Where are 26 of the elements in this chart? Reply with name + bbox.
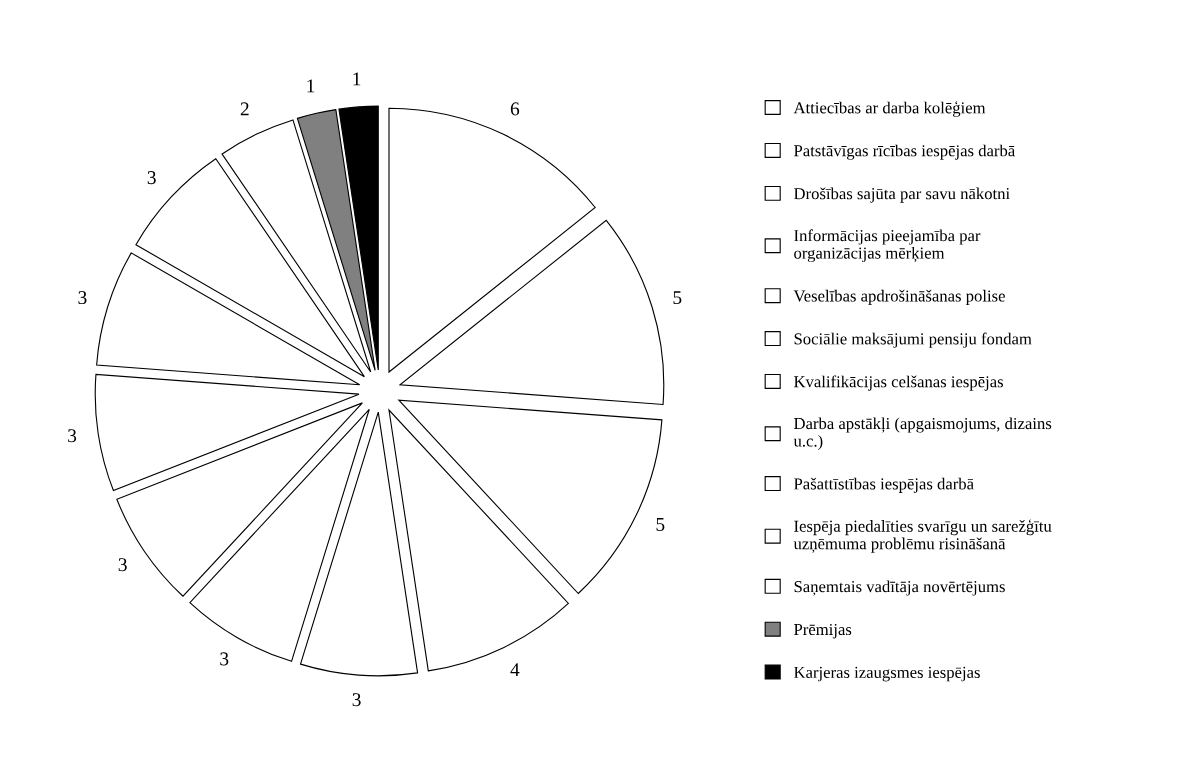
data-label: 3	[68, 429, 77, 443]
data-label: 3	[147, 171, 156, 185]
legend-label: Darba apstākļi (apgaismojums, dizains u.c.)	[793, 417, 1052, 450]
data-label: 3	[118, 558, 127, 572]
legend-label: Attiecības ar darba kolēģiem	[793, 101, 986, 117]
data-label: 1	[307, 79, 315, 93]
legend-label: Prēmijas	[794, 623, 852, 639]
legend-label: Informācijas pieejamība par organizācijas mērķiem	[794, 229, 981, 263]
data-label: 5	[673, 291, 682, 305]
legend-label: Iespēja piedalīties svarīgu un sarežģītu uzņēmuma problēmu risināšanā	[793, 519, 1052, 553]
legend-label: Pašattīstības iespējas darbā	[794, 477, 974, 493]
legend-label: Kvalifikācijas celšanas iespējas	[794, 375, 1004, 391]
legend-label: Patstāvīgas rīcības iespējas darbā	[794, 144, 1015, 160]
data-label: 5	[656, 517, 665, 531]
data-label: 2	[240, 102, 249, 116]
data-label: 3	[352, 693, 361, 707]
data-label: 1	[353, 72, 361, 86]
legend-label: Saņemtais vadītāja novērtējums	[794, 580, 1005, 596]
legend-label: Veselības apdrošināšanas polise	[793, 289, 1005, 305]
legend-label: Drošības sajūta par savu nākotni	[794, 187, 1010, 203]
data-label: 6	[510, 102, 520, 116]
data-label: 3	[78, 291, 87, 305]
legend-label: Karjeras izaugsmes iespējas	[794, 666, 980, 682]
data-label: 4	[510, 663, 520, 677]
legend-label: Sociālie maksājumi pensiju fondam	[794, 332, 1032, 348]
data-label: 3	[220, 652, 229, 666]
